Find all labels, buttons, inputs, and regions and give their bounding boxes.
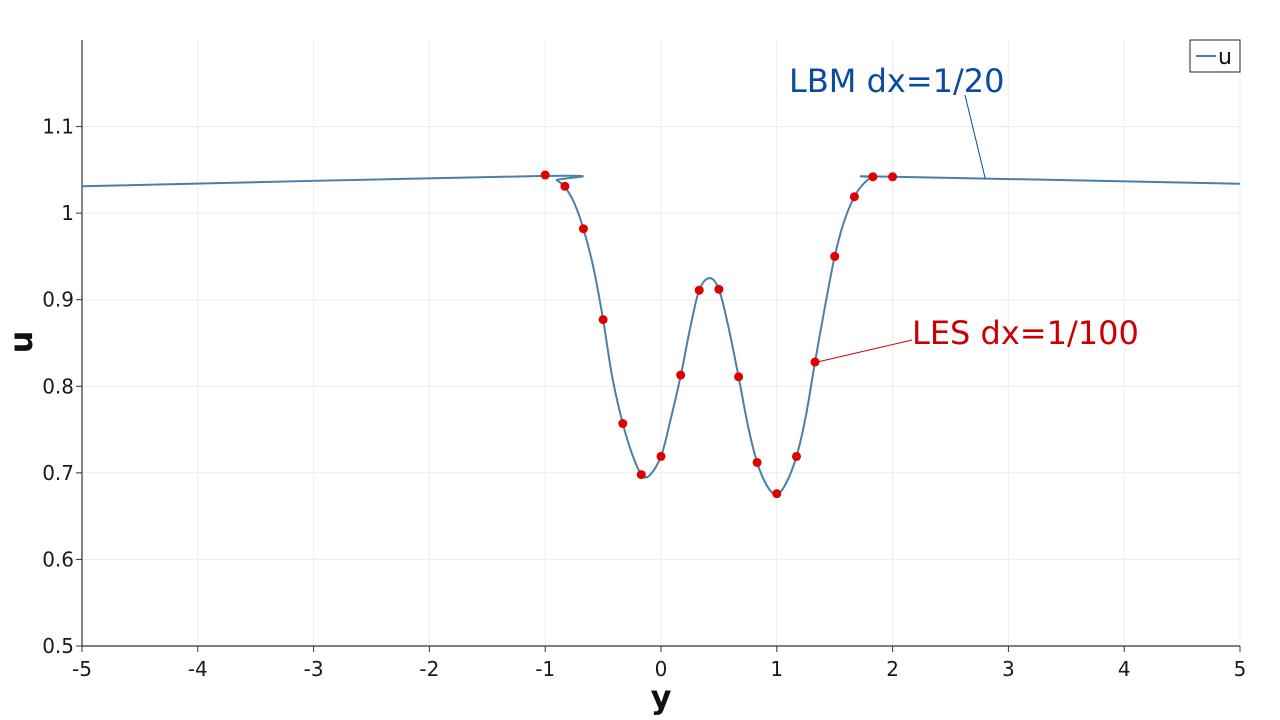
les-data-point	[714, 284, 724, 294]
les-data-point	[791, 451, 801, 461]
x-tick-label: 0	[655, 657, 668, 681]
les-data-point	[656, 451, 666, 461]
annotations: LBM dx=1/20 LES dx=1/100	[789, 62, 1139, 363]
x-tick-label: -1	[535, 657, 555, 681]
x-tick-label: 5	[1234, 657, 1247, 681]
x-tick-label: -3	[304, 657, 324, 681]
x-tick-label: 3	[1002, 657, 1015, 681]
annotation-lbm: LBM dx=1/20	[789, 62, 1004, 100]
y-tick-label: 1	[61, 201, 74, 225]
les-data-point	[598, 315, 608, 325]
y-tick-label: 0.5	[42, 634, 74, 658]
y-axis-title: u	[2, 331, 40, 354]
x-ticks: -5 -4 -3 -2 -1 0 1 2 3 4 5	[72, 646, 1246, 681]
x-tick-label: 4	[1118, 657, 1131, 681]
x-tick-label: -5	[72, 657, 92, 681]
les-data-point	[752, 457, 762, 467]
y-tick-label: 0.7	[42, 461, 74, 485]
les-data-point	[888, 172, 898, 182]
y-tick-label: 1.1	[42, 115, 74, 139]
les-data-point	[560, 181, 570, 191]
les-data-point	[540, 170, 550, 180]
legend-label: u	[1218, 45, 1232, 70]
les-data-point	[868, 172, 878, 182]
les-data-point	[618, 419, 628, 429]
x-tick-label: -4	[188, 657, 208, 681]
les-data-point	[810, 357, 820, 367]
les-data-point	[772, 489, 782, 499]
les-data-point	[849, 192, 859, 202]
les-data-point	[636, 470, 646, 480]
annotation-les: LES dx=1/100	[912, 314, 1139, 352]
y-tick-label: 0.6	[42, 547, 74, 571]
x-tick-label: 2	[886, 657, 899, 681]
les-data-point	[830, 251, 840, 261]
x-tick-label: -2	[419, 657, 439, 681]
les-data-point	[578, 224, 588, 234]
x-tick-label: 1	[770, 657, 783, 681]
legend: u	[1189, 39, 1241, 73]
les-data-point	[676, 370, 686, 380]
les-data-point	[734, 372, 744, 382]
annotation-les-leader	[817, 339, 913, 363]
annotation-lbm-leader	[964, 94, 986, 179]
x-axis-title: y	[651, 678, 672, 716]
y-ticks: 0.5 0.6 0.7 0.8 0.9 1 1.1	[42, 115, 82, 658]
series-markers	[540, 170, 898, 499]
y-tick-label: 0.8	[42, 374, 74, 398]
les-data-point	[694, 285, 704, 295]
y-tick-label: 0.9	[42, 288, 74, 312]
